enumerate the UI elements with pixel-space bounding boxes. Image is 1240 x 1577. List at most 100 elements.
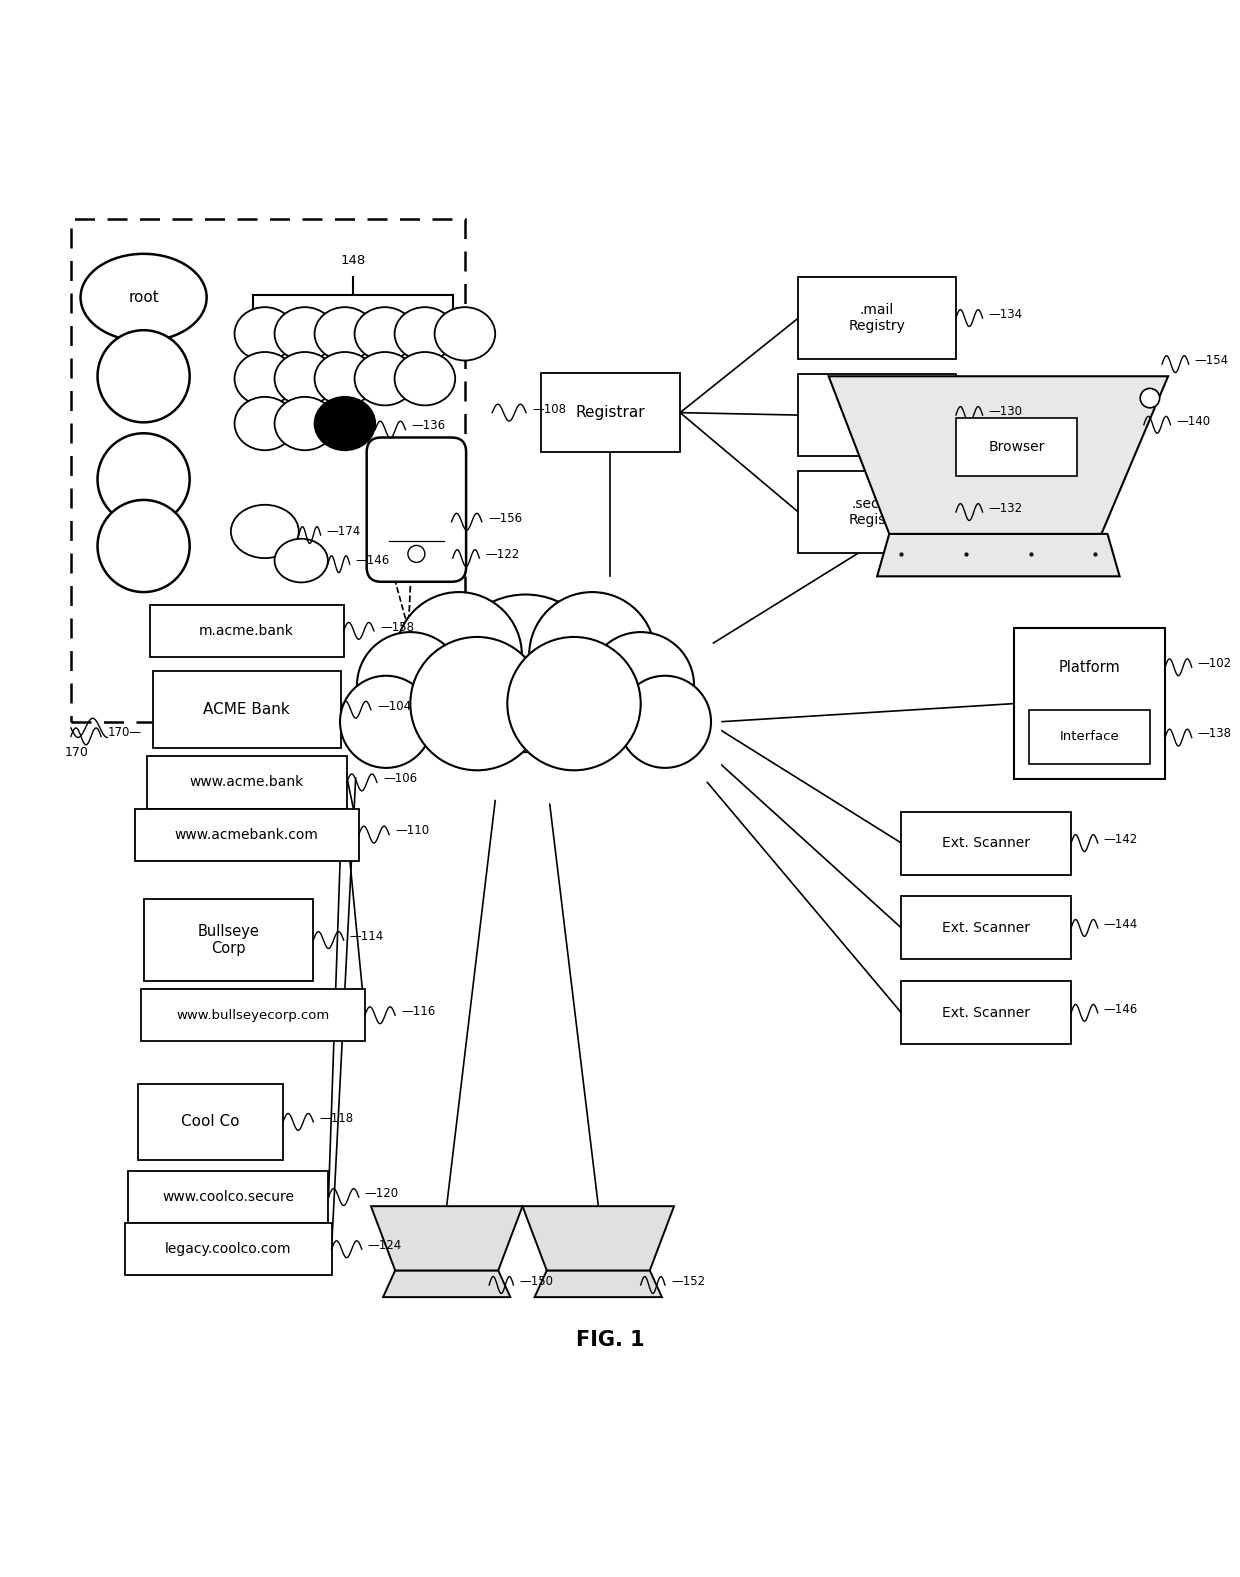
Text: Platform: Platform: [1059, 659, 1120, 675]
FancyBboxPatch shape: [140, 989, 365, 1041]
Text: Bullseye
Corp: Bullseye Corp: [197, 924, 259, 956]
Ellipse shape: [231, 505, 299, 558]
Text: www.acmebank.com: www.acmebank.com: [175, 828, 319, 842]
Text: —106: —106: [383, 773, 417, 785]
FancyBboxPatch shape: [134, 809, 358, 861]
Text: Ext. Scanner: Ext. Scanner: [942, 1006, 1030, 1020]
FancyBboxPatch shape: [129, 1172, 329, 1224]
Ellipse shape: [394, 308, 455, 361]
Text: root: root: [128, 290, 159, 304]
Text: 170: 170: [64, 746, 89, 759]
FancyBboxPatch shape: [799, 472, 956, 554]
Ellipse shape: [394, 352, 455, 405]
Ellipse shape: [234, 352, 295, 405]
Text: 148: 148: [340, 254, 366, 267]
Circle shape: [98, 500, 190, 591]
Text: —132: —132: [988, 501, 1023, 516]
Ellipse shape: [274, 539, 327, 582]
FancyBboxPatch shape: [1029, 710, 1149, 765]
Text: —114: —114: [350, 930, 384, 943]
Circle shape: [98, 434, 190, 525]
Circle shape: [1141, 388, 1159, 408]
Text: .bank
Registry: .bank Registry: [848, 401, 905, 431]
Text: —116: —116: [402, 1005, 435, 1019]
Text: —150: —150: [520, 1274, 553, 1288]
Text: Interface: Interface: [1059, 730, 1120, 743]
Text: —146: —146: [1104, 1003, 1138, 1016]
Polygon shape: [383, 1271, 511, 1298]
FancyBboxPatch shape: [146, 757, 347, 809]
Text: m.acme.bank: m.acme.bank: [200, 624, 294, 637]
Polygon shape: [877, 535, 1120, 576]
FancyBboxPatch shape: [901, 896, 1071, 959]
Text: legacy.coolco.com: legacy.coolco.com: [165, 1243, 291, 1257]
Circle shape: [340, 675, 433, 768]
Text: —146: —146: [356, 554, 391, 568]
Polygon shape: [522, 1206, 675, 1271]
Ellipse shape: [274, 397, 335, 449]
Polygon shape: [534, 1271, 662, 1298]
FancyBboxPatch shape: [799, 278, 956, 360]
FancyBboxPatch shape: [138, 1083, 283, 1161]
Circle shape: [357, 632, 464, 738]
Ellipse shape: [315, 352, 376, 405]
Text: —110: —110: [396, 825, 429, 837]
FancyBboxPatch shape: [799, 374, 956, 456]
Ellipse shape: [81, 254, 207, 341]
Circle shape: [396, 591, 522, 718]
Text: Ext. Scanner: Ext. Scanner: [942, 921, 1030, 935]
Text: —134: —134: [988, 308, 1023, 322]
Polygon shape: [371, 1206, 522, 1271]
Text: www.bullseyecorp.com: www.bullseyecorp.com: [176, 1009, 330, 1022]
FancyBboxPatch shape: [367, 437, 466, 582]
Text: —156: —156: [487, 511, 522, 525]
Ellipse shape: [355, 308, 415, 361]
Text: —144: —144: [1104, 918, 1138, 930]
Text: Ext. Scanner: Ext. Scanner: [942, 836, 1030, 850]
Text: —124: —124: [368, 1240, 402, 1252]
FancyBboxPatch shape: [541, 374, 680, 453]
Text: ACME Bank: ACME Bank: [203, 702, 290, 718]
Ellipse shape: [434, 308, 495, 361]
Text: —142: —142: [1104, 833, 1138, 845]
FancyBboxPatch shape: [125, 1224, 331, 1276]
Text: —138: —138: [1198, 727, 1231, 741]
Text: —130: —130: [988, 405, 1023, 418]
Circle shape: [507, 637, 641, 770]
FancyBboxPatch shape: [1013, 628, 1166, 779]
Text: —122: —122: [486, 547, 520, 561]
Text: —152: —152: [671, 1274, 706, 1288]
Text: —154: —154: [1195, 353, 1229, 367]
FancyBboxPatch shape: [144, 899, 314, 981]
Text: —102: —102: [1198, 658, 1231, 670]
Text: Cool Co: Cool Co: [181, 1115, 239, 1129]
Text: —108: —108: [532, 402, 567, 415]
Circle shape: [529, 591, 655, 718]
Ellipse shape: [234, 397, 295, 449]
Text: Registrar: Registrar: [575, 405, 645, 419]
Text: —118: —118: [320, 1112, 353, 1124]
Polygon shape: [331, 703, 719, 776]
Circle shape: [408, 546, 425, 563]
Circle shape: [410, 637, 543, 770]
Text: 170—: 170—: [107, 727, 141, 740]
Text: Browser: Browser: [988, 440, 1045, 454]
Text: —104: —104: [377, 700, 412, 713]
Polygon shape: [828, 377, 1168, 535]
Ellipse shape: [315, 308, 376, 361]
Circle shape: [446, 595, 604, 752]
Text: —140: —140: [1177, 415, 1210, 427]
Text: .mail
Registry: .mail Registry: [848, 303, 905, 333]
Text: —158: —158: [379, 621, 414, 634]
Ellipse shape: [234, 308, 295, 361]
Ellipse shape: [274, 308, 335, 361]
Circle shape: [588, 632, 694, 738]
Ellipse shape: [315, 397, 376, 449]
FancyBboxPatch shape: [153, 672, 341, 747]
Text: .secure
Registry: .secure Registry: [848, 497, 905, 527]
Circle shape: [619, 675, 711, 768]
FancyBboxPatch shape: [901, 981, 1071, 1044]
FancyBboxPatch shape: [150, 606, 343, 658]
Text: FIG. 1: FIG. 1: [577, 1329, 645, 1350]
Text: www.acme.bank: www.acme.bank: [190, 776, 304, 790]
